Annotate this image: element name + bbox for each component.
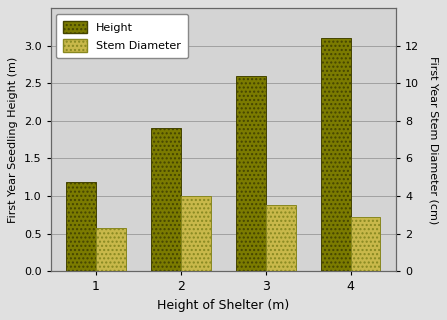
- Legend: Height, Stem Diameter: Height, Stem Diameter: [56, 14, 188, 59]
- Bar: [151, 128, 181, 271]
- Bar: [96, 228, 126, 271]
- X-axis label: Height of Shelter (m): Height of Shelter (m): [157, 299, 290, 312]
- Bar: [350, 217, 380, 271]
- Bar: [321, 38, 350, 271]
- Y-axis label: First Year Stem Diameter (cm): First Year Stem Diameter (cm): [429, 56, 439, 224]
- Bar: [236, 76, 266, 271]
- Bar: [266, 205, 295, 271]
- Y-axis label: First Year Seedling Height (m): First Year Seedling Height (m): [8, 57, 18, 223]
- Bar: [181, 196, 211, 271]
- Bar: [66, 182, 96, 271]
